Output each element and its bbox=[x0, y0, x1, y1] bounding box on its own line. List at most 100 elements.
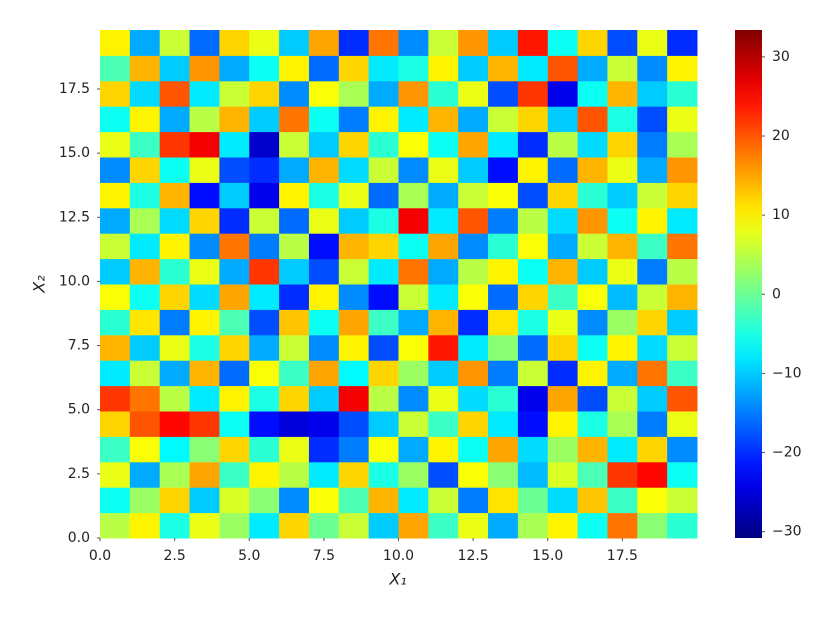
y-axis-label: X₂ bbox=[30, 275, 49, 294]
cell bbox=[577, 157, 608, 183]
cell bbox=[279, 157, 310, 183]
cell bbox=[129, 512, 161, 539]
cell bbox=[398, 182, 429, 209]
cell bbox=[159, 512, 191, 539]
cell bbox=[308, 411, 340, 437]
cell bbox=[577, 258, 608, 285]
cell bbox=[249, 80, 280, 107]
cell bbox=[667, 55, 698, 82]
cell bbox=[458, 385, 489, 412]
cell bbox=[607, 411, 638, 437]
cell bbox=[338, 30, 370, 56]
cell bbox=[338, 411, 370, 437]
cell bbox=[458, 436, 489, 463]
cell bbox=[637, 461, 668, 488]
cell bbox=[279, 334, 310, 361]
cell bbox=[637, 411, 668, 437]
cell bbox=[279, 284, 310, 310]
cell bbox=[577, 411, 608, 437]
cell bbox=[100, 55, 131, 82]
cell bbox=[308, 55, 340, 82]
cell bbox=[249, 30, 280, 56]
cell bbox=[577, 30, 608, 56]
cell bbox=[129, 157, 161, 183]
cell bbox=[488, 360, 519, 387]
cell bbox=[368, 487, 399, 514]
cell bbox=[159, 436, 191, 463]
y-tick-label: 7.5 bbox=[68, 338, 90, 354]
cell bbox=[428, 309, 459, 336]
cell bbox=[189, 30, 220, 56]
cell bbox=[368, 284, 399, 310]
cell bbox=[249, 258, 280, 285]
cell bbox=[308, 436, 340, 463]
cell bbox=[607, 487, 638, 514]
cell bbox=[517, 233, 549, 260]
cell bbox=[219, 258, 250, 285]
cell bbox=[428, 207, 459, 234]
cell bbox=[517, 436, 549, 463]
cell bbox=[428, 284, 459, 310]
cell bbox=[577, 334, 608, 361]
cell bbox=[159, 487, 191, 514]
cell bbox=[488, 182, 519, 209]
cell bbox=[577, 360, 608, 387]
cell bbox=[607, 436, 638, 463]
cell bbox=[488, 55, 519, 82]
cell bbox=[607, 207, 638, 234]
cell bbox=[368, 385, 399, 412]
cell bbox=[547, 512, 579, 539]
cell bbox=[249, 487, 280, 514]
cell bbox=[249, 360, 280, 387]
cell bbox=[308, 461, 340, 488]
cell bbox=[189, 461, 220, 488]
cell bbox=[159, 385, 191, 412]
x-tick-label: 12.5 bbox=[458, 548, 489, 564]
cell bbox=[159, 258, 191, 285]
cell bbox=[189, 106, 220, 133]
cell bbox=[398, 385, 429, 412]
cell bbox=[637, 182, 668, 209]
cell bbox=[607, 55, 638, 82]
cell bbox=[667, 461, 698, 488]
cell bbox=[129, 284, 161, 310]
cell bbox=[279, 207, 310, 234]
cell bbox=[517, 461, 549, 488]
cell bbox=[667, 131, 698, 158]
cell bbox=[458, 360, 489, 387]
cell bbox=[547, 182, 579, 209]
cell bbox=[428, 80, 459, 107]
cell bbox=[398, 309, 429, 336]
cell bbox=[368, 55, 399, 82]
cell bbox=[249, 385, 280, 412]
y-tick-label: 2.5 bbox=[68, 466, 90, 482]
cell bbox=[129, 461, 161, 488]
cell bbox=[667, 258, 698, 285]
colorbar-tick-label: 10 bbox=[772, 207, 790, 223]
cell bbox=[100, 80, 131, 107]
cell bbox=[338, 55, 370, 82]
cell bbox=[338, 334, 370, 361]
cell bbox=[488, 284, 519, 310]
cell bbox=[667, 182, 698, 209]
cell bbox=[129, 360, 161, 387]
cell bbox=[547, 80, 579, 107]
cell bbox=[398, 360, 429, 387]
cell bbox=[547, 30, 579, 56]
cell bbox=[129, 182, 161, 209]
cell bbox=[219, 131, 250, 158]
cell bbox=[488, 385, 519, 412]
cell bbox=[219, 436, 250, 463]
cell bbox=[458, 487, 489, 514]
cell bbox=[488, 157, 519, 183]
cell bbox=[547, 207, 579, 234]
cell bbox=[308, 80, 340, 107]
cell bbox=[547, 461, 579, 488]
cell bbox=[398, 55, 429, 82]
cell bbox=[189, 512, 220, 539]
cell bbox=[488, 233, 519, 260]
cell bbox=[279, 309, 310, 336]
cell bbox=[338, 131, 370, 158]
cell bbox=[338, 512, 370, 539]
